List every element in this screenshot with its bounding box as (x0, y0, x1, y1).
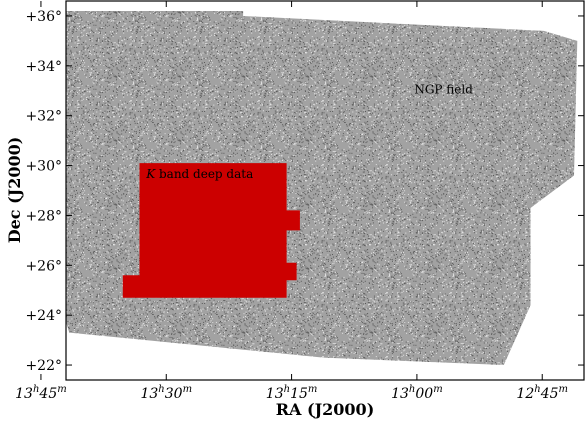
y-tick-label: +22° (25, 358, 62, 374)
y-tick-label: +30° (25, 159, 62, 175)
x-tick-label: 13h45m (15, 384, 67, 402)
y-tick-label: +26° (25, 258, 62, 274)
x-tick-label: 13h00m (391, 384, 443, 402)
x-tick-label: 12h45m (516, 384, 568, 402)
ngp-field-label: NGP field (414, 82, 473, 96)
k-band-label-rest: band deep data (155, 167, 253, 181)
y-tick-label: +32° (25, 109, 62, 125)
y-axis-label: Dec (J2000) (5, 137, 24, 244)
k-band-label: K band deep data (145, 167, 253, 181)
y-tick-label: +36° (25, 9, 62, 25)
y-tick-label: +34° (25, 59, 62, 75)
axis-ticks: +22° +24° +26° +28° +30° +32° +34° +36° 13h45m 13… (15, 1, 584, 402)
plot-frame (65, 0, 585, 381)
k-band-region (122, 163, 300, 298)
x-tick-label: 13h15m (266, 384, 318, 402)
plot-area: NGP field K band deep data (66, 11, 578, 365)
x-axis-label: RA (J2000) (276, 400, 375, 419)
ngp-field-region (66, 11, 578, 365)
x-tick-label: 13h30m (140, 384, 192, 402)
y-tick-label: +28° (25, 208, 62, 224)
y-tick-label: +24° (25, 308, 62, 324)
k-band-label-k: K (145, 167, 156, 181)
